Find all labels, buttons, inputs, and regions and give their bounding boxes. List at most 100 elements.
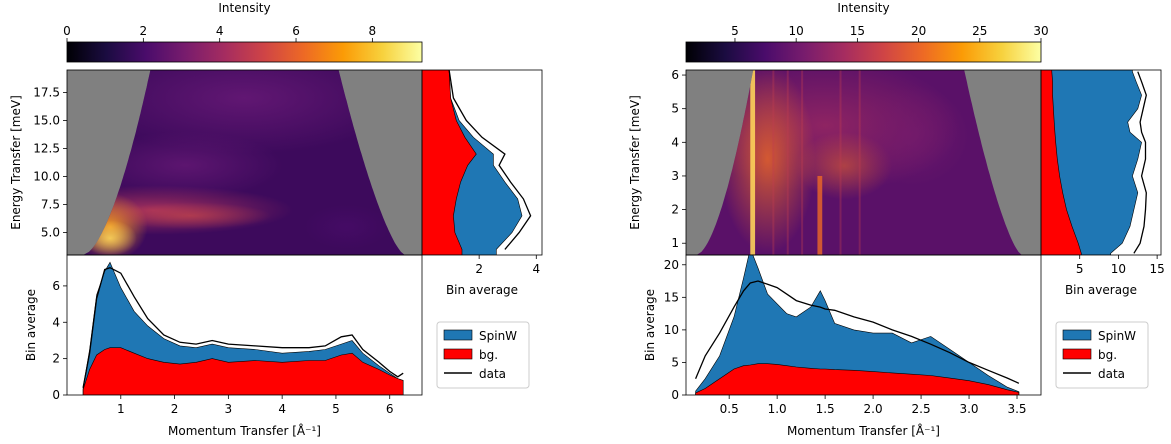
side-bg-area (1041, 70, 1082, 255)
bottom-x-tick-label: 5 (332, 402, 340, 416)
colorbar-tick-label: 4 (216, 24, 224, 38)
side-bg-area (422, 70, 477, 255)
y-tick-label: 3 (671, 169, 679, 183)
bottom-y-tick-label: 0 (52, 388, 60, 402)
heatmap-streak (786, 70, 789, 255)
side-x-tick-label: 5 (1076, 262, 1084, 276)
legend-spinw-swatch (1062, 329, 1092, 341)
bottom-x-tick-label: 0.5 (720, 402, 739, 416)
colorbar-tick-label: 30 (1033, 24, 1048, 38)
legend: SpinW bg. data (436, 321, 530, 389)
side-x-tick-label: 10 (1111, 262, 1126, 276)
y-tick-label: 12.5 (33, 141, 60, 155)
legend-label: SpinW (479, 329, 517, 343)
colorbar-label: Intensity (218, 1, 270, 15)
bottom-x-tick-label: 2.5 (912, 402, 931, 416)
bottom-x-tick-label: 4 (278, 402, 286, 416)
side-x-tick-label: 15 (1149, 262, 1164, 276)
y-tick-label: 10.0 (33, 170, 60, 184)
heatmap-streak (772, 70, 775, 255)
bottom-y-tick-label: 15 (664, 290, 679, 304)
colorbar-tick-label: 8 (369, 24, 377, 38)
colorbar-tick-label: 20 (911, 24, 926, 38)
legend-bg-swatch (443, 348, 473, 360)
bottom-x-tick-label: 6 (386, 402, 394, 416)
heatmap (67, 70, 422, 255)
left-panel: 0 2 4 6 8 Intensity 5.0 7.5 10.0 12.5 15.0 17.5 Ener… (9, 1, 543, 438)
bottom-bg-area (695, 363, 1020, 395)
y-axis-label: Energy Transfer [meV] (628, 95, 642, 230)
bottom-x-tick-label: 3.5 (1007, 402, 1026, 416)
legend-label: SpinW (1098, 329, 1136, 343)
bottom-y-tick-label: 10 (664, 323, 679, 337)
colorbar-label: Intensity (837, 1, 889, 15)
bottom-x-tick-label: 2.0 (864, 402, 883, 416)
legend-label: data (479, 367, 506, 381)
colorbar-tick-label: 15 (850, 24, 865, 38)
y-tick-label: 6 (671, 68, 679, 82)
y-tick-label: 15.0 (33, 113, 60, 127)
side-x-axis-label: Bin average (1065, 283, 1137, 297)
legend-label: bg. (1098, 348, 1117, 362)
heatmap-bright-line (750, 70, 756, 255)
heatmap-bright-line (817, 175, 823, 255)
y-tick-label: 2 (671, 203, 679, 217)
side-x-axis-label: Bin average (446, 283, 518, 297)
y-tick-label: 5 (671, 102, 679, 116)
bottom-x-tick-label: 3 (225, 402, 233, 416)
bottom-data-line (695, 280, 1020, 384)
y-tick-label: 5.0 (41, 226, 60, 240)
bottom-y-tick-label: 2 (52, 352, 60, 366)
legend-label: data (1098, 367, 1125, 381)
legend-label: bg. (479, 348, 498, 362)
heatmap-streak (801, 70, 804, 255)
bottom-x-axis-label: Momentum Transfer [Å⁻¹] (168, 423, 321, 438)
heatmap-feature (303, 204, 390, 250)
colorbar (685, 41, 1042, 63)
bottom-y-tick-label: 4 (52, 315, 60, 329)
y-tick-label: 17.5 (33, 85, 60, 99)
bottom-x-tick-label: 3.0 (959, 402, 978, 416)
right-panel: 5 10 15 20 25 30 Intensity 1 2 3 4 5 6 Energy Transfe… (628, 1, 1165, 438)
heatmap-streak (858, 70, 861, 255)
heatmap-feature (88, 131, 283, 199)
bottom-cut (695, 255, 1020, 395)
side-x-tick-label: 2 (475, 262, 483, 276)
heatmap-feature (853, 85, 970, 187)
colorbar (66, 41, 423, 63)
bottom-y-tick-label: 0 (671, 388, 679, 402)
heatmap-data-region (696, 70, 1022, 255)
bottom-x-tick-label: 2 (171, 402, 179, 416)
y-tick-label: 1 (671, 236, 679, 250)
side-data-line (448, 70, 532, 250)
heatmap-streak (839, 70, 842, 255)
side-frame (1040, 69, 1162, 256)
side-cut (422, 70, 532, 255)
legend: SpinW bg. data (1055, 321, 1149, 389)
colorbar-tick-label: 25 (972, 24, 987, 38)
colorbar-tick-label: 6 (292, 24, 300, 38)
colorbar-tick-label: 2 (140, 24, 148, 38)
bottom-data-line (82, 266, 404, 388)
legend-spinw-swatch (443, 329, 473, 341)
bottom-frame (685, 254, 1042, 396)
bottom-y-tick-label: 6 (52, 279, 60, 293)
side-data-line (1133, 71, 1147, 254)
heatmap-feature (110, 202, 272, 230)
y-tick-label: 4 (671, 135, 679, 149)
side-cut (1041, 70, 1147, 255)
bottom-y-axis-label: Bin average (643, 289, 657, 361)
bottom-cut (82, 261, 404, 395)
bottom-y-tick-label: 5 (671, 355, 679, 369)
bottom-spinw-area (695, 255, 1020, 395)
heatmap (686, 70, 1041, 255)
colorbar-tick-label: 10 (789, 24, 804, 38)
legend-bg-swatch (1062, 348, 1092, 360)
bottom-y-axis-label: Bin average (24, 289, 38, 361)
colorbar-tick-label: 0 (63, 24, 71, 38)
bottom-x-tick-label: 1.5 (816, 402, 835, 416)
colorbar-tick-label: 5 (731, 24, 739, 38)
bottom-x-axis-label: Momentum Transfer [Å⁻¹] (787, 423, 940, 438)
bottom-y-tick-label: 20 (664, 258, 679, 272)
